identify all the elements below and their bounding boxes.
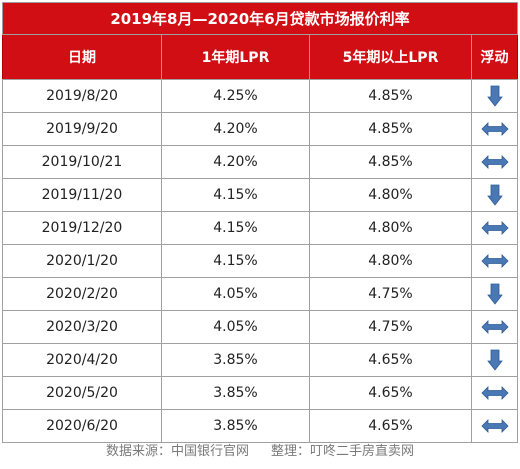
trend-cell [471, 178, 518, 212]
left-right-arrow-icon [480, 221, 509, 235]
trend-cell [471, 79, 518, 113]
lpr-1y-cell: 4.20% [161, 112, 310, 146]
date-cell: 2020/5/20 [2, 376, 162, 410]
date-cell: 2020/2/20 [2, 277, 162, 311]
lpr-1y-cell: 4.05% [161, 310, 310, 344]
left-right-arrow-icon [480, 122, 509, 136]
header-lpr-1y: 1年期LPR [161, 34, 310, 80]
trend-cell [471, 277, 518, 311]
trend-cell [471, 343, 518, 377]
table-title-row: 2019年8月—2020年6月贷款市场报价利率 [2, 2, 518, 35]
date-cell: 2020/4/20 [2, 343, 162, 377]
lpr-1y-cell: 3.85% [161, 343, 310, 377]
table-row: 2019/10/21 4.20% 4.85% [2, 145, 518, 179]
editor-note: 整理：叮咚二手房直卖网 [271, 444, 415, 459]
lpr-1y-cell: 3.85% [161, 409, 310, 443]
down-arrow-icon [486, 85, 503, 107]
date-cell: 2020/6/20 [2, 409, 162, 443]
left-right-arrow-icon [480, 155, 509, 169]
data-source-note: 数据来源：中国银行官网 [105, 444, 249, 459]
lpr-1y-cell: 4.25% [161, 79, 310, 113]
down-arrow-icon [486, 184, 503, 206]
footer-credits: 数据来源：中国银行官网 整理：叮咚二手房直卖网 [0, 440, 520, 464]
header-lpr-5y: 5年期以上LPR [309, 34, 472, 80]
table-row: 2020/5/20 3.85% 4.65% [2, 376, 518, 410]
date-cell: 2019/10/21 [2, 145, 162, 179]
table-row: 2020/4/20 3.85% 4.65% [2, 343, 518, 377]
trend-cell [471, 409, 518, 443]
table-row: 2020/6/20 3.85% 4.65% [2, 409, 518, 443]
table-header-row: 日期 1年期LPR 5年期以上LPR 浮动 [2, 34, 518, 80]
date-cell: 2019/9/20 [2, 112, 162, 146]
trend-cell [471, 376, 518, 410]
left-right-arrow-icon [480, 254, 509, 268]
lpr-5y-cell: 4.65% [309, 409, 472, 443]
lpr-5y-cell: 4.80% [309, 211, 472, 245]
table-body: 2019/8/20 4.25% 4.85% 2019/9/20 4.20% 4.85% 20… [2, 79, 518, 443]
lpr-5y-cell: 4.80% [309, 178, 472, 212]
left-right-arrow-icon [480, 320, 509, 334]
down-arrow-icon [486, 283, 503, 305]
lpr-1y-cell: 3.85% [161, 376, 310, 410]
table-row: 2019/9/20 4.20% 4.85% [2, 112, 518, 146]
date-cell: 2019/12/20 [2, 211, 162, 245]
lpr-5y-cell: 4.65% [309, 343, 472, 377]
trend-cell [471, 145, 518, 179]
date-cell: 2019/11/20 [2, 178, 162, 212]
trend-cell [471, 244, 518, 278]
table-row: 2020/1/20 4.15% 4.80% [2, 244, 518, 278]
lpr-5y-cell: 4.85% [309, 79, 472, 113]
lpr-5y-cell: 4.80% [309, 244, 472, 278]
lpr-5y-cell: 4.75% [309, 277, 472, 311]
header-trend: 浮动 [471, 34, 518, 80]
date-cell: 2019/8/20 [2, 79, 162, 113]
trend-cell [471, 112, 518, 146]
table-row: 2019/8/20 4.25% 4.85% [2, 79, 518, 113]
lpr-1y-cell: 4.15% [161, 178, 310, 212]
down-arrow-icon [486, 349, 503, 371]
lpr-1y-cell: 4.20% [161, 145, 310, 179]
table-title: 2019年8月—2020年6月贷款市场报价利率 [2, 2, 518, 35]
left-right-arrow-icon [480, 386, 509, 400]
header-date: 日期 [2, 34, 162, 80]
lpr-5y-cell: 4.85% [309, 145, 472, 179]
trend-cell [471, 310, 518, 344]
table-row: 2020/2/20 4.05% 4.75% [2, 277, 518, 311]
lpr-5y-cell: 4.65% [309, 376, 472, 410]
table-row: 2020/3/20 4.05% 4.75% [2, 310, 518, 344]
date-cell: 2020/3/20 [2, 310, 162, 344]
lpr-rate-table: 2019年8月—2020年6月贷款市场报价利率 日期 1年期LPR 5年期以上L… [2, 2, 518, 443]
lpr-5y-cell: 4.75% [309, 310, 472, 344]
table-row: 2019/11/20 4.15% 4.80% [2, 178, 518, 212]
lpr-1y-cell: 4.05% [161, 277, 310, 311]
left-right-arrow-icon [480, 419, 509, 433]
trend-cell [471, 211, 518, 245]
lpr-1y-cell: 4.15% [161, 211, 310, 245]
lpr-1y-cell: 4.15% [161, 244, 310, 278]
date-cell: 2020/1/20 [2, 244, 162, 278]
table-row: 2019/12/20 4.15% 4.80% [2, 211, 518, 245]
lpr-5y-cell: 4.85% [309, 112, 472, 146]
